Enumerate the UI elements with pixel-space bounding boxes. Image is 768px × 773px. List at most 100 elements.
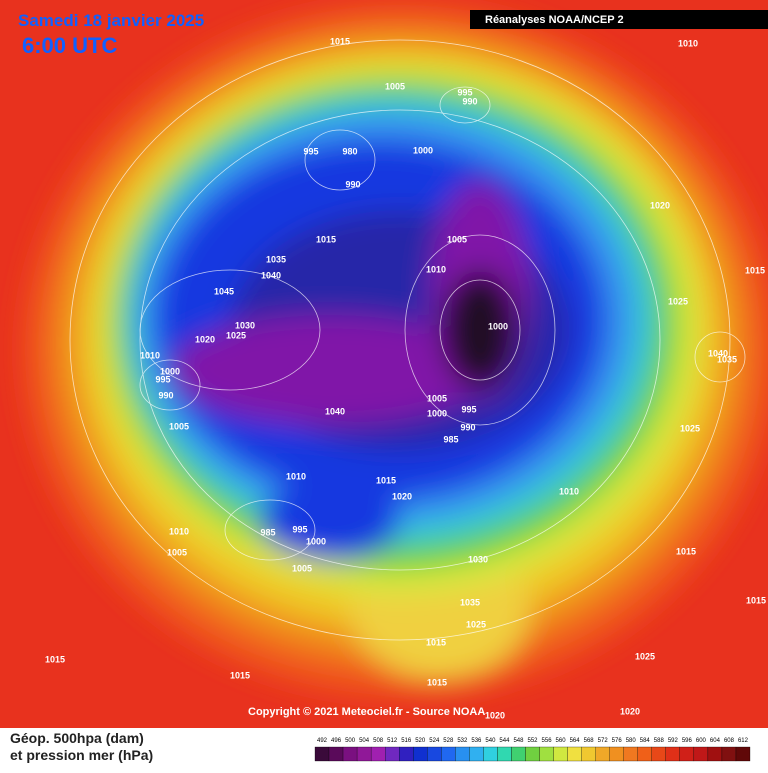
time: 6:00 UTC	[22, 33, 117, 58]
scale-label: 580	[626, 738, 637, 744]
pressure-label: 1015	[45, 654, 65, 664]
copyright: Copyright © 2021 Meteociel.fr - Source N…	[248, 706, 485, 718]
pressure-label: 1020	[620, 706, 640, 716]
scale-label: 500	[345, 738, 356, 744]
scale-label: 524	[429, 738, 440, 744]
scale-cell	[342, 746, 358, 762]
scale-cell	[707, 746, 723, 762]
pressure-label: 1020	[195, 334, 215, 344]
scale-cell	[413, 746, 428, 762]
pressure-label: 1035	[460, 597, 480, 607]
scale-cell	[651, 746, 666, 762]
pressure-label: 1025	[635, 651, 655, 661]
scale-cell	[721, 746, 737, 762]
scale-cell	[539, 746, 554, 762]
scale-label: 596	[682, 738, 693, 744]
scale-label: 560	[556, 738, 567, 744]
pressure-label: 995	[303, 146, 318, 156]
scale-label: 548	[513, 738, 524, 744]
scale-label: 592	[668, 738, 679, 744]
scale-cell	[623, 746, 638, 762]
scale-label: 576	[612, 738, 623, 744]
pressure-label: 1015	[230, 670, 250, 680]
pressure-label: 1005	[447, 234, 467, 244]
scale-label: 568	[584, 738, 595, 744]
legend-line1: Géop. 500hpa (dam)	[10, 730, 144, 746]
pressure-label: 1015	[427, 677, 447, 687]
scale-cell	[497, 746, 512, 762]
pressure-label: 995	[461, 404, 476, 414]
scale-label: 540	[485, 738, 496, 744]
scale-label: 520	[415, 738, 426, 744]
pressure-label: 1010	[140, 350, 160, 360]
scale-cell	[356, 746, 372, 762]
pressure-label: 1000	[306, 536, 326, 546]
pressure-label: 1010	[426, 264, 446, 274]
color-scale: 492 496 500 504 508 512 516 520 524 528 532 536 540 5…	[314, 738, 751, 762]
scale-label: 512	[387, 738, 398, 744]
pressure-label: 1010	[286, 471, 306, 481]
pressure-label: 1005	[427, 393, 447, 403]
pressure-label: 1010	[169, 526, 189, 536]
scale-cell	[693, 746, 709, 762]
scale-cell	[314, 746, 330, 762]
scale-cell	[581, 746, 596, 762]
scale-cell	[595, 746, 610, 762]
scale-label: 556	[542, 738, 553, 744]
pressure-label: 1005	[385, 81, 405, 91]
pressure-label: 980	[342, 146, 357, 156]
pressure-label: 1000	[488, 321, 508, 331]
scale-cell	[679, 746, 695, 762]
pressure-label: 1020	[392, 491, 412, 501]
pressure-label: 1035	[266, 254, 286, 264]
scale-label: 496	[331, 738, 342, 744]
scale-label: 588	[654, 738, 665, 744]
scale-label: 516	[401, 738, 412, 744]
pressure-label: 1040	[325, 406, 345, 416]
pressure-label: 1020	[485, 710, 505, 720]
pressure-label: 1000	[413, 145, 433, 155]
scale-cell	[399, 746, 414, 762]
pressure-label: 990	[460, 422, 475, 432]
pressure-label: 1020	[650, 200, 670, 210]
pressure-label: 985	[443, 434, 458, 444]
pressure-label: 995	[457, 87, 472, 97]
pressure-label: 1030	[468, 554, 488, 564]
scale-label: 572	[598, 738, 609, 744]
scale-cell	[525, 746, 540, 762]
pressure-label: 1010	[559, 486, 579, 496]
pressure-label: 1000	[427, 408, 447, 418]
pressure-label: 1025	[466, 619, 486, 629]
scale-label: 600	[696, 738, 707, 744]
scale-cell	[609, 746, 624, 762]
pressure-label: 1025	[226, 330, 246, 340]
pressure-label: 1035	[717, 354, 737, 364]
scale-cell	[441, 746, 456, 762]
scale-cell	[455, 746, 470, 762]
pressure-label: 1015	[376, 475, 396, 485]
scale-cell	[637, 746, 652, 762]
pressure-label: 1015	[426, 637, 446, 647]
pressure-label: 995	[292, 524, 307, 534]
pressure-label: 990	[462, 96, 477, 106]
pressure-label: 1025	[680, 423, 700, 433]
scale-label: 536	[471, 738, 482, 744]
pressure-label: 1010	[678, 38, 698, 48]
scale-cell	[665, 746, 680, 762]
scale-label: 528	[443, 738, 454, 744]
pressure-label: 1015	[316, 234, 336, 244]
pressure-label: 1000	[160, 366, 180, 376]
pressure-label: 1045	[214, 286, 234, 296]
pressure-label: 1015	[745, 265, 765, 275]
scale-label: 604	[710, 738, 721, 744]
isobars	[69, 39, 746, 641]
scale-label: 584	[640, 738, 651, 744]
scale-cell	[328, 746, 344, 762]
source: Réanalyses NOAA/NCEP 2	[485, 14, 624, 26]
pressure-label: 990	[158, 390, 173, 400]
scale-label: 492	[317, 738, 328, 744]
scale-cell	[427, 746, 442, 762]
